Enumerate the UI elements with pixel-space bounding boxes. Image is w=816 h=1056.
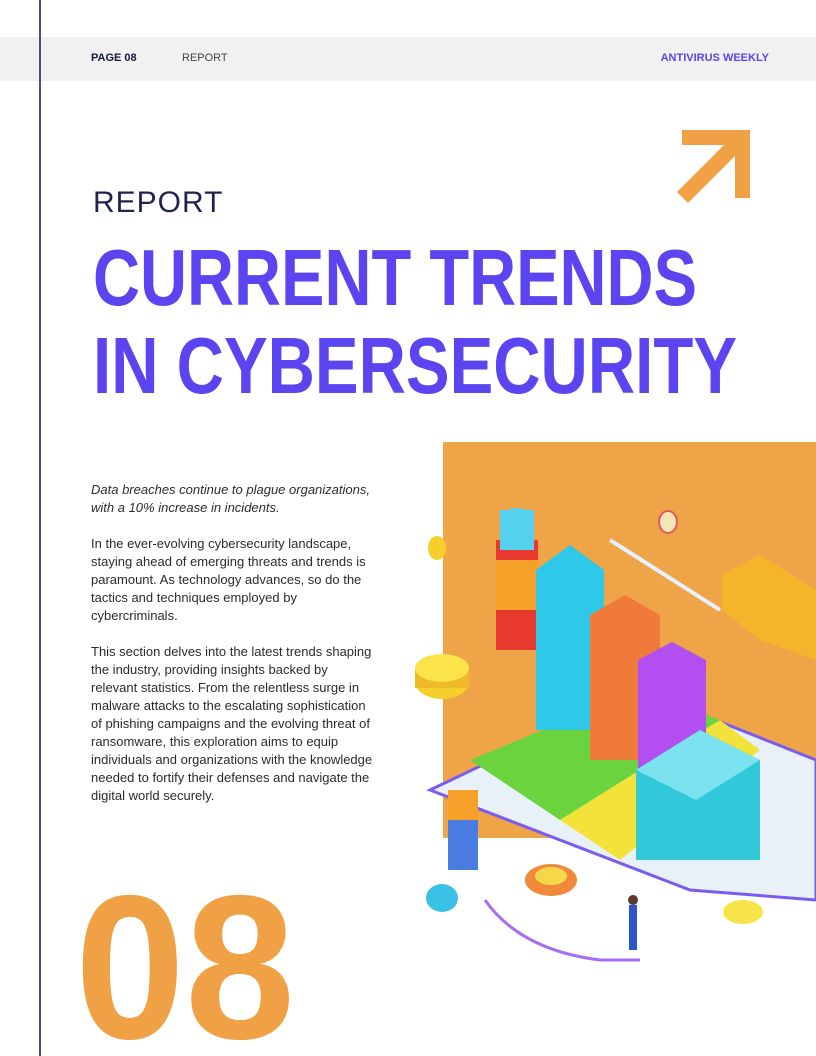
title-line: CURRENT TRENDS bbox=[93, 233, 697, 322]
page-number: 08 bbox=[75, 853, 295, 1056]
illustration bbox=[415, 508, 816, 962]
body-text: Data breaches continue to plague organiz… bbox=[91, 481, 376, 823]
paragraph: In the ever-evolving cybersecurity lands… bbox=[91, 536, 366, 623]
intro: Data breaches continue to plague organiz… bbox=[91, 482, 370, 515]
title-line: IN CYBERSECURITY bbox=[93, 321, 737, 410]
kicker: REPORT bbox=[93, 186, 224, 219]
margin-line bbox=[39, 0, 41, 1056]
header-band bbox=[0, 37, 816, 81]
arrow-icon bbox=[677, 130, 750, 203]
paragraph: This section delves into the latest tren… bbox=[91, 644, 373, 803]
page-label: PAGE 08 bbox=[91, 52, 137, 64]
publication-label: ANTIVIRUS WEEKLY bbox=[660, 52, 769, 64]
section-label: REPORT bbox=[182, 52, 228, 64]
